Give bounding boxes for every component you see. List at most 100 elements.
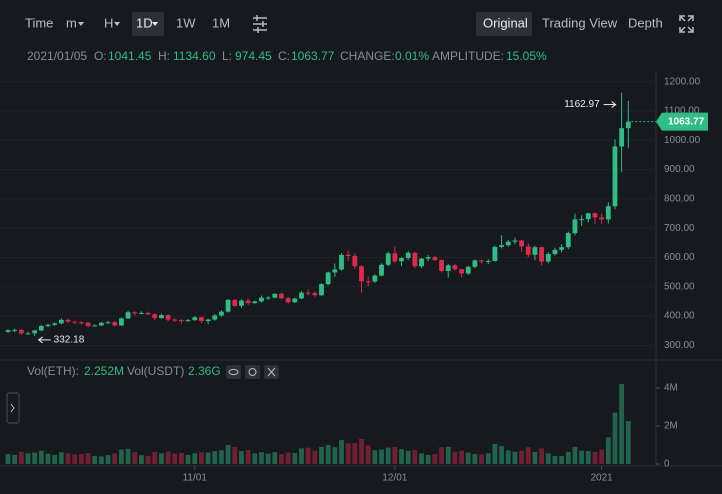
volume-bar: [92, 456, 98, 464]
side-panel-toggle[interactable]: [6, 392, 20, 424]
candle-body: [272, 293, 278, 298]
candle-body: [85, 322, 91, 327]
tab-week[interactable]: 1W: [176, 15, 196, 30]
hide-icon[interactable]: [226, 365, 241, 379]
view-depth[interactable]: Depth: [628, 15, 663, 30]
volume-bar: [139, 455, 144, 464]
volume-bar: [312, 450, 318, 464]
volume-bar: [459, 450, 464, 464]
candle-body: [5, 330, 11, 332]
candle-body: [612, 146, 618, 207]
candle-body: [172, 319, 178, 321]
settings-icon[interactable]: [253, 15, 267, 33]
volume-bar: [58, 452, 64, 464]
volume-bar: [359, 438, 364, 464]
candle-body: [165, 315, 171, 320]
vol-usdt-value: 2.36G: [188, 364, 221, 378]
tab-hours[interactable]: H: [104, 15, 113, 30]
candle-body: [299, 292, 304, 299]
candle-body: [145, 312, 151, 315]
candle-date: 2021/01/05: [27, 49, 87, 63]
dropdown-caret: [78, 22, 84, 26]
volume-bar: [512, 451, 518, 464]
volume-bar: [419, 453, 424, 464]
candle-body: [225, 299, 231, 312]
volume-bar: [232, 446, 238, 464]
volume-bar: [32, 452, 38, 464]
candle-body: [445, 265, 451, 271]
candle-body: [32, 330, 38, 334]
tab-month[interactable]: 1M: [212, 15, 230, 30]
volume-bar: [132, 452, 138, 464]
candle-body: [12, 329, 18, 331]
amplitude-label: AMPLITUDE:: [432, 49, 504, 63]
volume-bar: [385, 447, 391, 464]
volume-bar: [118, 449, 124, 464]
volume-bar: [545, 453, 551, 464]
vol-usdt-label: Vol(USDT): [127, 364, 184, 378]
volume-bar: [605, 437, 611, 464]
volume-bar: [525, 447, 531, 464]
candle-body: [45, 324, 51, 327]
volume-bar: [325, 444, 331, 464]
candle-body: [359, 266, 364, 282]
volume-bar: [599, 449, 605, 464]
candle-body: [38, 326, 44, 331]
volume-bar: [392, 446, 398, 464]
volume-bar: [332, 447, 338, 464]
candle-body: [118, 318, 124, 326]
volume-bar: [592, 451, 598, 464]
volume-bar: [152, 451, 158, 464]
candle-body: [465, 266, 471, 274]
volume-bar: [539, 448, 544, 464]
settings-small-icon[interactable]: [245, 365, 260, 379]
candle-body: [199, 317, 204, 322]
volume-bar: [78, 454, 84, 464]
candle-body: [525, 246, 531, 255]
candle-body: [185, 320, 191, 322]
candle-body: [179, 320, 184, 322]
price-tick-label: 1100.00: [664, 106, 700, 117]
volume-bar: [552, 456, 558, 464]
fullscreen-icon[interactable]: [679, 15, 694, 33]
volume-bar: [585, 451, 591, 464]
volume-bar: [172, 453, 178, 464]
volume-bar: [479, 454, 484, 464]
close-label: C:: [278, 49, 290, 63]
candle-body: [599, 217, 605, 220]
volume-bar: [212, 451, 218, 464]
volume-bar: [519, 450, 524, 464]
candle-body: [245, 300, 251, 304]
low-label: L:: [222, 49, 232, 63]
volume-bar: [285, 452, 291, 464]
volume-bar: [245, 449, 251, 464]
price-tick-label: 1200.00: [664, 76, 701, 87]
tab-time[interactable]: Time: [25, 15, 53, 30]
volume-bar: [279, 454, 284, 464]
candle-body: [265, 297, 271, 299]
candle-body: [385, 253, 391, 265]
candle-body: [592, 213, 598, 218]
volume-bar: [465, 452, 471, 464]
tab-day[interactable]: 1D: [136, 15, 153, 30]
volume-bar: [179, 452, 184, 464]
volume-bar: [485, 453, 491, 464]
candle-body: [452, 265, 458, 270]
tab-minutes[interactable]: m: [66, 15, 77, 30]
price-tick-label: 500.00: [664, 281, 695, 292]
view-trading-view[interactable]: Trading View: [542, 15, 618, 30]
volume-bar: [625, 421, 631, 464]
volume-bar: [52, 454, 58, 464]
volume-bar: [219, 450, 224, 464]
volume-bar: [565, 451, 571, 464]
candle-body: [399, 258, 404, 262]
candle-body: [419, 258, 424, 267]
volume-bar: [98, 456, 104, 464]
candle-body: [205, 319, 211, 322]
volume-bar: [259, 452, 264, 464]
volume-tick-label: 4M: [664, 383, 678, 394]
candle-body: [252, 301, 258, 304]
price-tick-label: 700.00: [664, 223, 695, 234]
view-original[interactable]: Original: [483, 15, 528, 30]
